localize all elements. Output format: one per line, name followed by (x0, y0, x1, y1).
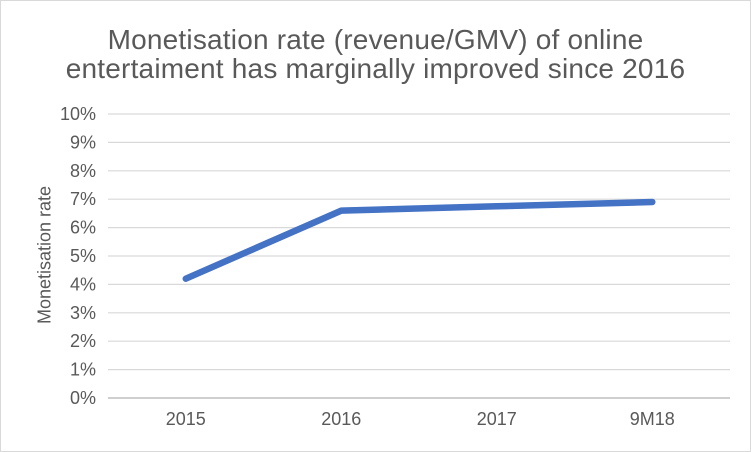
y-tick-label: 8% (70, 161, 96, 181)
y-tick-label: 4% (70, 274, 96, 294)
x-tick-label: 9M18 (630, 409, 675, 429)
chart-title: Monetisation rate (revenue/GMV) of onlin… (1, 25, 750, 83)
y-tick-label: 2% (70, 331, 96, 351)
x-tick-label: 2017 (477, 409, 517, 429)
series-line (182, 198, 656, 282)
x-tick-label: 2015 (166, 409, 206, 429)
y-tick-label: 3% (70, 303, 96, 323)
x-tick-label: 2016 (321, 409, 361, 429)
y-tick-label: 7% (70, 189, 96, 209)
y-tick-label: 5% (70, 246, 96, 266)
y-tick-label: 9% (70, 132, 96, 152)
y-tick-label: 0% (70, 388, 96, 408)
chart-title-line-1: Monetisation rate (revenue/GMV) of onlin… (107, 24, 644, 55)
y-tick-label: 1% (70, 360, 96, 380)
chart-title-line-2: entertaiment has marginally improved sin… (65, 53, 686, 84)
y-tick-label: 10% (60, 104, 96, 124)
y-tick-label: 6% (70, 218, 96, 238)
